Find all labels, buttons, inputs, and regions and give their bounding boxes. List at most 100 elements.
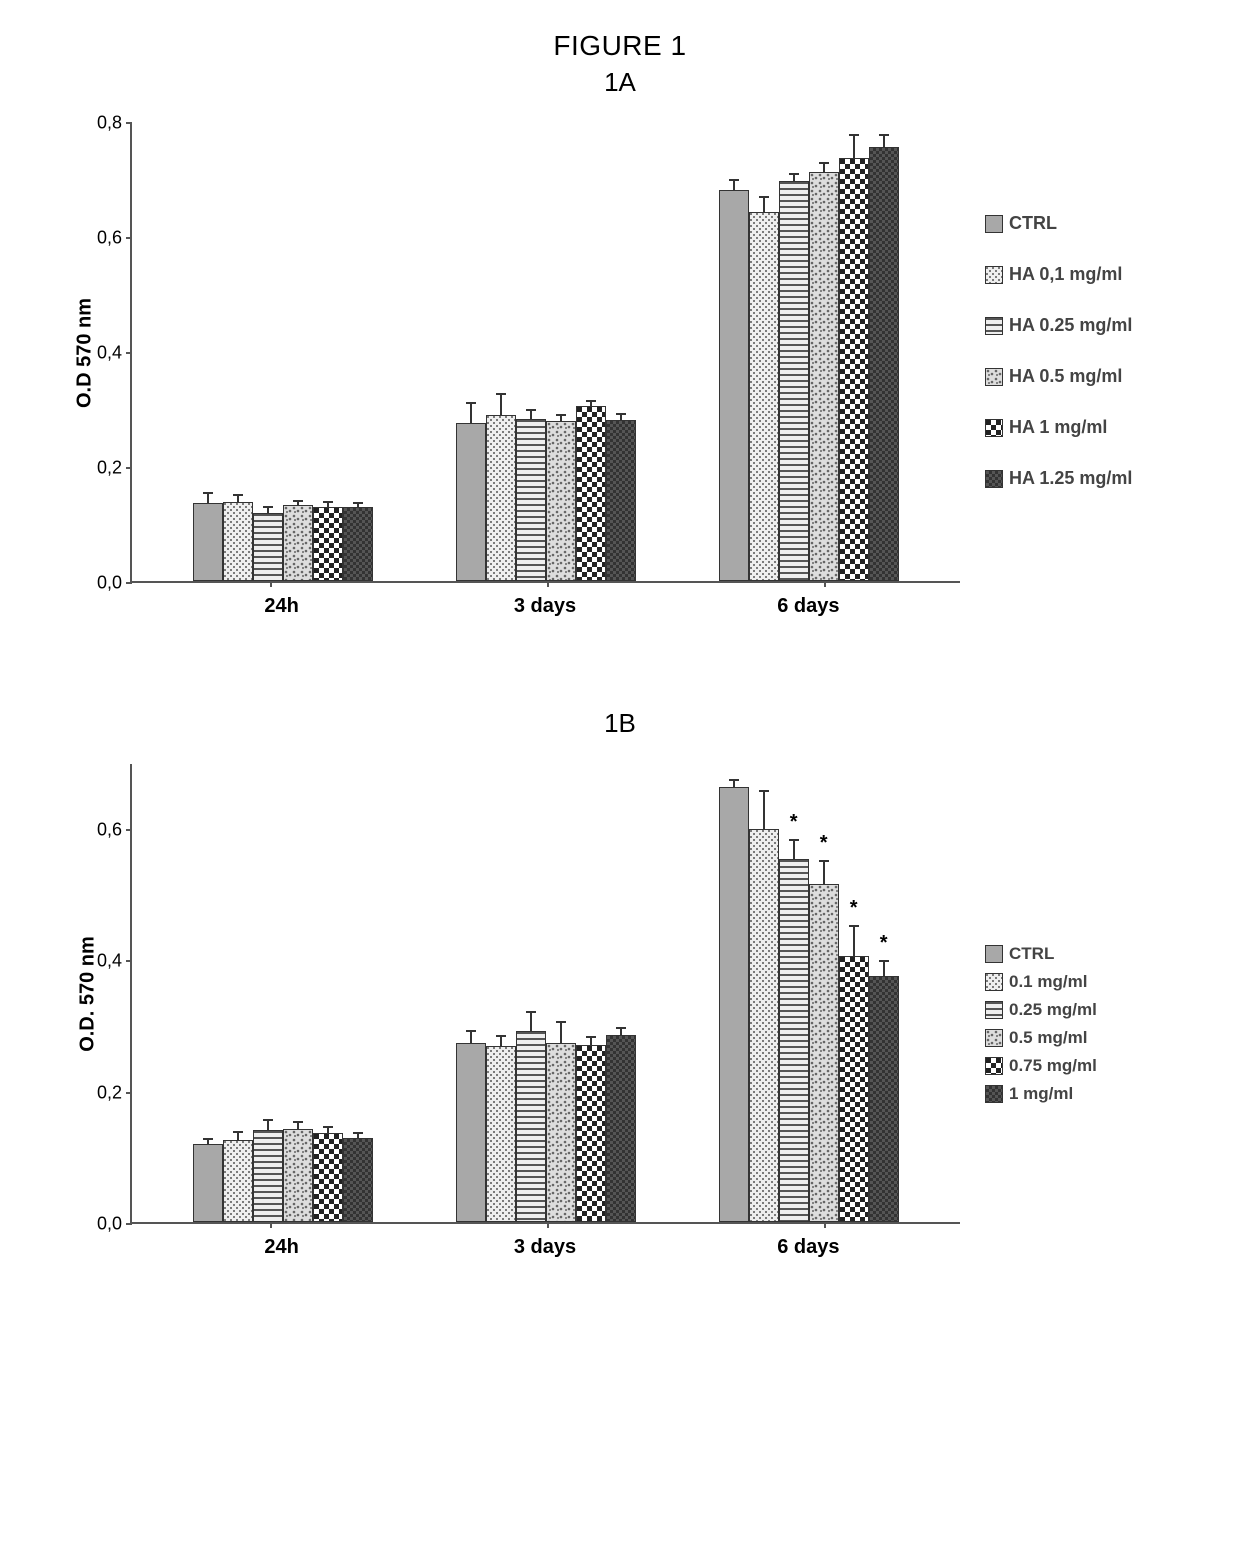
legend-swatch [985, 215, 1003, 233]
ytick-label: 0,6 [97, 819, 122, 840]
legend-item: 0.1 mg/ml [985, 972, 1097, 992]
xtick-mark [824, 581, 826, 587]
bar [749, 212, 779, 581]
bar: * [779, 859, 809, 1222]
bar [283, 505, 313, 581]
bar-group [719, 147, 899, 581]
legend-label: CTRL [1009, 944, 1054, 964]
legend-label: HA 0.5 mg/ml [1009, 366, 1122, 387]
xlabels-1b: 24h3 days6 days [130, 1236, 960, 1259]
bar [253, 513, 283, 581]
significance-marker: * [850, 897, 858, 920]
legend-swatch [985, 1001, 1003, 1019]
legend-item: 0.5 mg/ml [985, 1028, 1097, 1048]
bar [223, 1140, 253, 1222]
bar-group [193, 1129, 373, 1222]
legend-label: HA 0,1 mg/ml [1009, 264, 1122, 285]
bar [546, 1043, 576, 1222]
legend-item: HA 0,1 mg/ml [985, 264, 1132, 285]
significance-marker: * [820, 832, 828, 855]
chart-1b: O.D. 570 nm 0,00,20,40,6 **** CTRL0.1 mg… [60, 764, 1180, 1259]
bar [456, 1043, 486, 1222]
bar [223, 502, 253, 581]
bar [516, 1031, 546, 1222]
bar [343, 1138, 373, 1222]
legend-swatch [985, 973, 1003, 991]
xlabel: 6 days [677, 1236, 940, 1259]
legend-item: 0.75 mg/ml [985, 1056, 1097, 1076]
ytick-label: 0,0 [97, 573, 122, 594]
bar [749, 829, 779, 1222]
xtick-mark [270, 581, 272, 587]
legend-label: CTRL [1009, 213, 1057, 234]
xlabel: 3 days [413, 1236, 676, 1259]
xtick-mark [547, 581, 549, 587]
bar: * [839, 956, 869, 1222]
xtick-mark [270, 1222, 272, 1228]
bar [576, 1045, 606, 1222]
legend-swatch [985, 266, 1003, 284]
legend-item: CTRL [985, 944, 1097, 964]
xlabel: 24h [150, 595, 413, 618]
significance-marker: * [880, 932, 888, 955]
ytick-label: 0,4 [97, 343, 122, 364]
bar [719, 190, 749, 581]
bar [839, 158, 869, 581]
legend-item: HA 1.25 mg/ml [985, 468, 1132, 489]
ytick-label: 0,6 [97, 228, 122, 249]
figure-title: FIGURE 1 [60, 30, 1180, 62]
legend-label: 0.5 mg/ml [1009, 1028, 1087, 1048]
bar: * [869, 976, 899, 1222]
xlabel: 24h [150, 1236, 413, 1259]
legend-1b: CTRL 0.1 mg/ml 0.25 mg/ml 0.5 mg/ml 0.75 mg/… [960, 764, 1097, 1104]
legend-label: HA 1.25 mg/ml [1009, 468, 1132, 489]
ytick-label: 0,4 [97, 951, 122, 972]
legend-swatch [985, 1029, 1003, 1047]
legend-item: HA 0.25 mg/ml [985, 315, 1132, 336]
bar [193, 1144, 223, 1222]
subtitle-1b: 1B [60, 708, 1180, 739]
bar [343, 507, 373, 581]
bar [869, 147, 899, 581]
bar [779, 181, 809, 581]
legend-label: HA 0.25 mg/ml [1009, 315, 1132, 336]
chart-1a: O.D 570 nm 0,00,20,40,60,8 CTRLHA 0,1 mg… [60, 123, 1180, 618]
ytick-label: 0,2 [97, 458, 122, 479]
bar-group [456, 1031, 636, 1222]
legend-item: HA 0.5 mg/ml [985, 366, 1132, 387]
bar [546, 421, 576, 581]
subtitle-1a: 1A [60, 67, 1180, 98]
bar [456, 423, 486, 581]
bar [193, 503, 223, 581]
bar [486, 415, 516, 581]
bar [809, 172, 839, 581]
bar [283, 1129, 313, 1222]
legend-item: HA 1 mg/ml [985, 417, 1132, 438]
plot-area-1a [130, 123, 960, 583]
legend-swatch [985, 470, 1003, 488]
xtick-mark [824, 1222, 826, 1228]
bar-group: **** [719, 787, 899, 1222]
bar-group [456, 406, 636, 581]
legend-swatch [985, 1085, 1003, 1103]
legend-swatch [985, 1057, 1003, 1075]
bar [486, 1046, 516, 1222]
bar [253, 1130, 283, 1222]
legend-swatch [985, 419, 1003, 437]
bar [516, 419, 546, 581]
plot-area-1b: **** [130, 764, 960, 1224]
legend-label: 0.25 mg/ml [1009, 1000, 1097, 1020]
legend-label: 0.1 mg/ml [1009, 972, 1087, 992]
xtick-mark [547, 1222, 549, 1228]
legend-swatch [985, 317, 1003, 335]
legend-label: 1 mg/ml [1009, 1084, 1073, 1104]
legend-item: CTRL [985, 213, 1132, 234]
legend-label: 0.75 mg/ml [1009, 1056, 1097, 1076]
bar [606, 420, 636, 581]
legend-1a: CTRL HA 0,1 mg/ml HA 0.25 mg/ml HA 0.5 mg/m… [960, 123, 1132, 489]
xlabel: 6 days [677, 595, 940, 618]
bar [313, 1133, 343, 1222]
legend-item: 0.25 mg/ml [985, 1000, 1097, 1020]
bar-group [193, 502, 373, 581]
significance-marker: * [790, 811, 798, 834]
